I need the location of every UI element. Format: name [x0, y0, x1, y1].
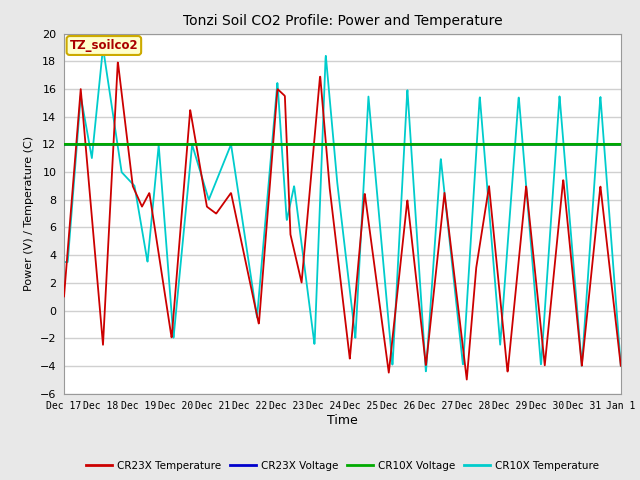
Title: Tonzi Soil CO2 Profile: Power and Temperature: Tonzi Soil CO2 Profile: Power and Temper… — [182, 14, 502, 28]
X-axis label: Time: Time — [327, 414, 358, 427]
Legend: CR23X Temperature, CR23X Voltage, CR10X Voltage, CR10X Temperature: CR23X Temperature, CR23X Voltage, CR10X … — [82, 456, 603, 475]
Text: TZ_soilco2: TZ_soilco2 — [70, 39, 138, 52]
Y-axis label: Power (V) / Temperature (C): Power (V) / Temperature (C) — [24, 136, 35, 291]
